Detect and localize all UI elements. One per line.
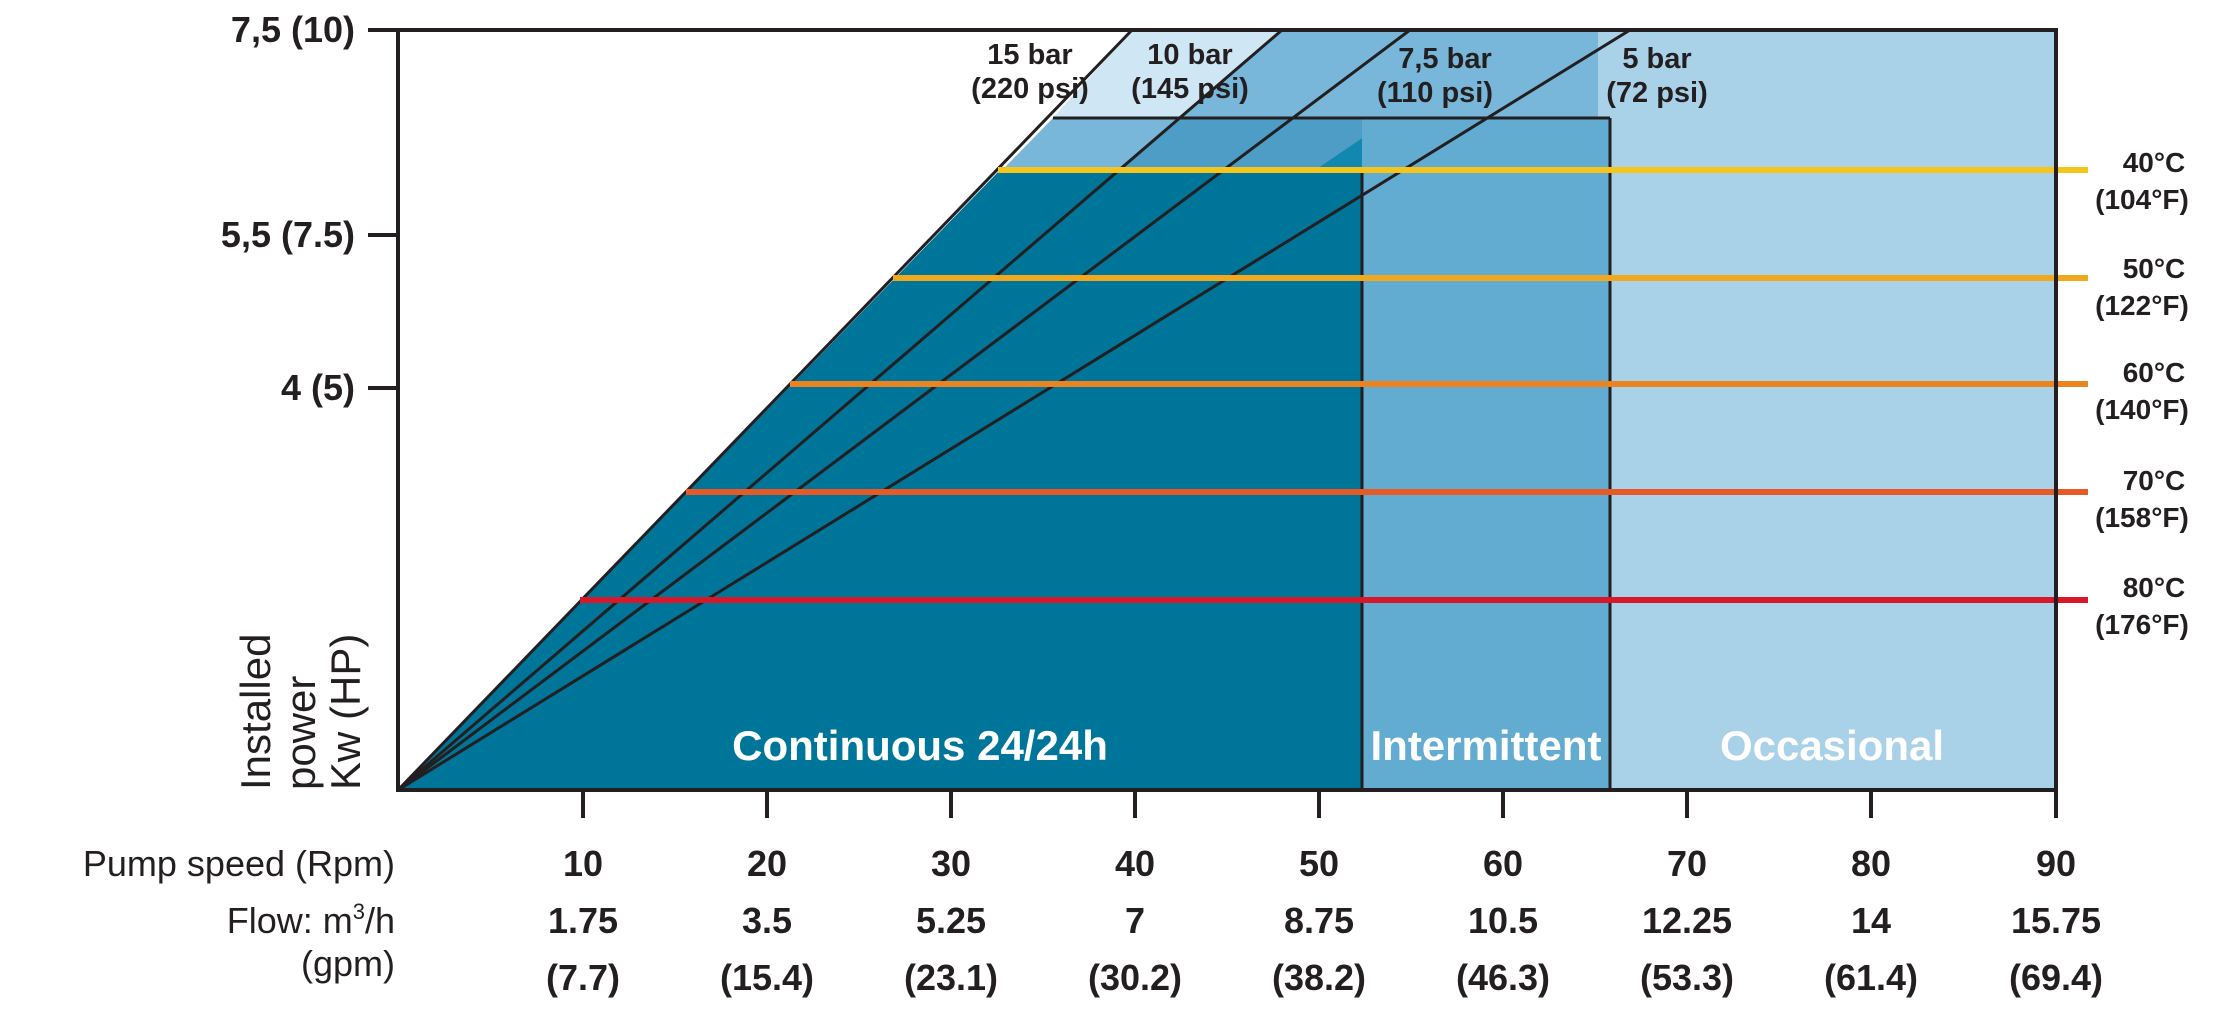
x-tick-speed-5: 60 — [1483, 843, 1523, 884]
pressure-label-15-bar: 15 bar — [987, 39, 1072, 71]
x-row-label-gpm: (gpm) — [301, 943, 395, 984]
x-tick-gpm-0: (7.7) — [546, 957, 620, 998]
x-tick-speed-4: 50 — [1299, 843, 1339, 884]
x-tick-flow-6: 12.25 — [1642, 900, 1732, 941]
x-tick-gpm-6: (53.3) — [1640, 957, 1734, 998]
temp-label-60-f: (140°F) — [2095, 394, 2189, 425]
x-tick-flow-4: 8.75 — [1284, 900, 1354, 941]
x-tick-flow-5: 10.5 — [1468, 900, 1538, 941]
zone-label-intermittent: Intermittent — [1371, 722, 1602, 769]
temp-label-40-c: 40°C — [2123, 147, 2186, 178]
temp-label-70-f: (158°F) — [2095, 502, 2189, 533]
x-tick-gpm-8: (69.4) — [2009, 957, 2103, 998]
temp-label-70-c: 70°C — [2123, 465, 2186, 496]
temp-label-80-f: (176°F) — [2095, 609, 2189, 640]
x-tick-speed-0: 10 — [563, 843, 603, 884]
pressure-line-10 — [397, 28, 1283, 792]
y-tick-label-0: 7,5 (10) — [231, 9, 355, 50]
y-axis-label: Installed power Kw (HP) — [232, 634, 369, 790]
x-tick-flow-0: 1.75 — [548, 900, 618, 941]
x-row-label-flow: Flow: m3/h — [227, 899, 395, 941]
x-tick-speed-3: 40 — [1115, 843, 1155, 884]
x-tick-speed-2: 30 — [931, 843, 971, 884]
pressure-label-10-psi: (145 psi) — [1131, 73, 1249, 105]
temperature-labels: 40°C (104°F) 50°C (122°F) 60°C (140°F) 7… — [2095, 147, 2189, 640]
temp-label-40-f: (104°F) — [2095, 184, 2189, 215]
pressure-label-5-psi: (72 psi) — [1606, 77, 1708, 109]
x-tick-speed-6: 70 — [1667, 843, 1707, 884]
pressure-label-7-5-psi: (110 psi) — [1377, 77, 1493, 109]
x-tick-labels: 10 1.75 (7.7) 20 3.5 (15.4) 30 5.25 (23.… — [546, 843, 2103, 998]
continuous-left-band — [398, 170, 1362, 790]
zone-label-occasional: Occasional — [1720, 722, 1944, 769]
pressure-label-5-bar: 5 bar — [1622, 43, 1691, 75]
pressure-label-10-bar: 10 bar — [1147, 39, 1232, 71]
y-axis-ticks — [368, 28, 398, 390]
plot-frame — [396, 28, 2058, 792]
x-tick-gpm-3: (30.2) — [1088, 957, 1182, 998]
temp-label-60-c: 60°C — [2123, 357, 2186, 388]
pressure-line-5 — [397, 28, 1631, 792]
x-tick-gpm-4: (38.2) — [1272, 957, 1366, 998]
flow-suffix: /h — [365, 900, 395, 941]
x-tick-gpm-5: (46.3) — [1456, 957, 1550, 998]
x-tick-gpm-2: (23.1) — [904, 957, 998, 998]
pressure-labels: 15 bar (220 psi) 10 bar (145 psi) 7,5 ba… — [971, 39, 1708, 109]
band-10-bar — [398, 30, 1598, 790]
x-tick-flow-2: 5.25 — [916, 900, 986, 941]
y-axis-label-line-1: Installed — [232, 634, 279, 790]
x-tick-gpm-7: (61.4) — [1824, 957, 1918, 998]
y-tick-label-2: 4 (5) — [281, 367, 355, 408]
x-tick-flow-8: 15.75 — [2011, 900, 2101, 941]
x-tick-speed-1: 20 — [747, 843, 787, 884]
x-row-label-speed: Pump speed (Rpm) — [83, 843, 395, 884]
flow-prefix: Flow: m — [227, 900, 353, 941]
y-tick-label-1: 5,5 (7.5) — [221, 214, 355, 255]
pressure-label-7-5-bar: 7,5 bar — [1398, 43, 1492, 75]
temp-label-80-c: 80°C — [2123, 572, 2186, 603]
x-tick-gpm-1: (15.4) — [720, 957, 814, 998]
x-tick-speed-8: 90 — [2036, 843, 2076, 884]
x-tick-speed-7: 80 — [1851, 843, 1891, 884]
temp-label-50-f: (122°F) — [2095, 290, 2189, 321]
zone-intermittent-fill — [1362, 118, 1610, 790]
temp-label-50-c: 50°C — [2123, 253, 2186, 284]
zone-occasional-fill — [1598, 30, 2056, 790]
pressure-line-15 — [396, 28, 1134, 792]
x-tick-flow-7: 14 — [1851, 900, 1891, 941]
pressure-label-15-psi: (220 psi) — [971, 73, 1089, 105]
flow-sup: 3 — [353, 899, 365, 924]
x-tick-flow-1: 3.5 — [742, 900, 792, 941]
x-axis-ticks — [581, 790, 2058, 818]
pressure-line-7-5 — [397, 28, 1411, 792]
boundary-lines — [396, 28, 1631, 792]
x-tick-flow-3: 7 — [1125, 900, 1145, 941]
y-axis-label-line-3: Kw (HP) — [322, 634, 369, 790]
y-axis-label-line-2: power — [277, 676, 324, 790]
zone-label-continuous: Continuous 24/24h — [732, 722, 1108, 769]
